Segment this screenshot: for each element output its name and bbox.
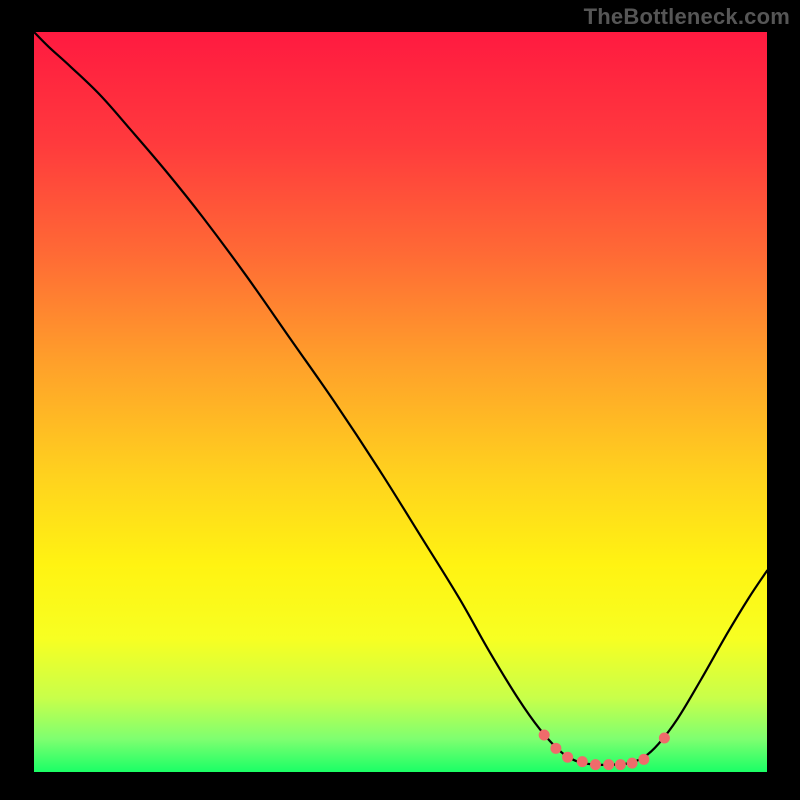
curve-dot <box>627 758 638 769</box>
curve-dot <box>638 754 649 765</box>
curve-dot <box>539 730 550 741</box>
plot-background <box>34 32 767 772</box>
curve-dot <box>562 752 573 763</box>
curve-dot <box>577 756 588 767</box>
curve-dot <box>550 743 561 754</box>
curve-dot <box>590 759 601 770</box>
chart-frame: { "watermark": { "text": "TheBottleneck.… <box>0 0 800 800</box>
bottleneck-curve-chart <box>0 0 800 800</box>
watermark-text: TheBottleneck.com <box>584 4 790 30</box>
curve-dot <box>615 759 626 770</box>
curve-dot <box>603 759 614 770</box>
curve-dot <box>659 732 670 743</box>
